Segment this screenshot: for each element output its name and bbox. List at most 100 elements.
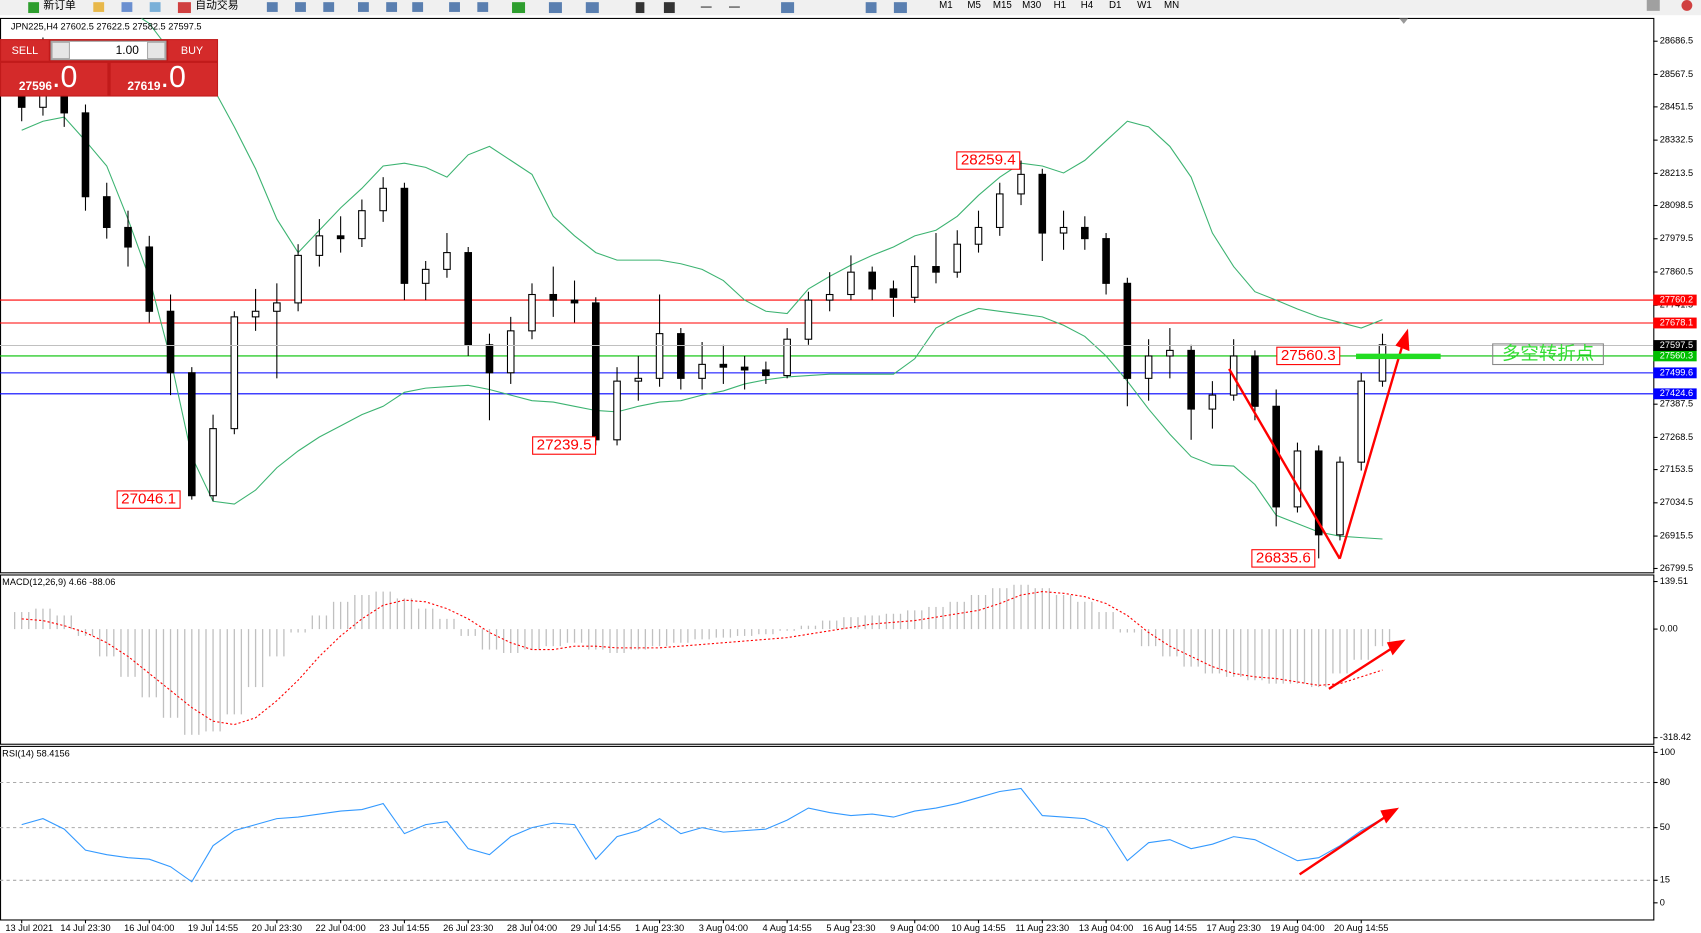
macd-bar bbox=[616, 629, 618, 653]
candle-body bbox=[336, 235, 345, 240]
candle-body bbox=[1336, 461, 1344, 536]
icon[interactable] bbox=[412, 2, 424, 12]
macd-bar bbox=[935, 606, 937, 630]
macd-bar bbox=[1332, 629, 1334, 674]
timeframe-button[interactable]: H4 bbox=[1081, 0, 1094, 11]
macd-bar bbox=[35, 608, 37, 630]
icon[interactable] bbox=[663, 2, 675, 14]
icon[interactable] bbox=[635, 2, 645, 14]
timeframe-button[interactable]: M5 bbox=[967, 0, 981, 11]
buy-button[interactable] bbox=[168, 40, 217, 61]
icon[interactable] bbox=[295, 2, 306, 12]
icon[interactable] bbox=[781, 2, 795, 14]
macd-bar bbox=[70, 615, 72, 630]
macd-bar bbox=[354, 595, 356, 630]
icon[interactable] bbox=[865, 2, 877, 14]
icon[interactable] bbox=[357, 2, 369, 12]
candle-body bbox=[1123, 282, 1132, 379]
macd-bar bbox=[736, 629, 739, 636]
timeframe-button[interactable]: H1 bbox=[1054, 0, 1066, 11]
candle-body bbox=[995, 193, 1004, 228]
macd-bar bbox=[1162, 629, 1164, 657]
timeframe-button[interactable]: M15 bbox=[993, 0, 1013, 11]
macd-bar bbox=[1204, 629, 1206, 674]
macd-bar bbox=[807, 625, 810, 630]
timeframe-button[interactable]: M1 bbox=[939, 0, 953, 11]
icon[interactable] bbox=[729, 6, 740, 8]
macd-bar bbox=[1325, 629, 1327, 688]
candle-body bbox=[1272, 405, 1280, 508]
icon[interactable] bbox=[1646, 0, 1660, 11]
icon[interactable] bbox=[893, 2, 907, 14]
timeframe-button[interactable]: MN bbox=[1164, 0, 1179, 11]
level-tag bbox=[1653, 294, 1697, 306]
lot-up[interactable] bbox=[146, 41, 166, 60]
icon[interactable] bbox=[449, 2, 460, 12]
lot-value[interactable]: 1.00 bbox=[116, 43, 140, 57]
price-annotation: 27239.5 bbox=[537, 437, 592, 454]
candle-body bbox=[358, 210, 366, 240]
level-tag-label: 27424.6 bbox=[1660, 388, 1693, 398]
arrow-line bbox=[1338, 340, 1405, 560]
macd-bar bbox=[694, 629, 696, 640]
icon[interactable] bbox=[323, 2, 335, 12]
lot-down[interactable] bbox=[51, 41, 70, 60]
axes: 28686.5 28567.5 28451.5 28332.5 28213.5 28098… bbox=[5, 36, 1697, 933]
lot-input[interactable] bbox=[50, 40, 167, 61]
icon[interactable] bbox=[386, 2, 398, 12]
toolbar bbox=[0, 0, 1701, 16]
macd-bar bbox=[1027, 584, 1029, 630]
close-icon[interactable] bbox=[1681, 0, 1693, 11]
x-tick-label: 13 Aug 04:00 bbox=[1079, 923, 1133, 933]
macd-bar bbox=[1346, 629, 1348, 674]
buy-price-box[interactable] bbox=[110, 62, 217, 96]
x-tick-label: 14 Jul 23:30 bbox=[60, 923, 110, 933]
x-tick-label: 1 Aug 23:30 bbox=[635, 923, 684, 933]
icon[interactable] bbox=[149, 2, 161, 12]
macd-bar bbox=[1119, 629, 1121, 633]
x-tick-label: 9 Aug 04:00 bbox=[890, 923, 939, 933]
candle-body bbox=[655, 333, 664, 379]
icon[interactable] bbox=[700, 6, 712, 8]
icon[interactable] bbox=[585, 2, 599, 14]
candle-body bbox=[1293, 450, 1302, 508]
sell-button[interactable] bbox=[1, 40, 49, 61]
macd-bar bbox=[184, 629, 186, 735]
macd-bar bbox=[630, 629, 632, 650]
macd-bar bbox=[545, 629, 547, 647]
auto-trading-icon[interactable] bbox=[177, 2, 191, 14]
candle-body bbox=[464, 252, 473, 346]
icon[interactable] bbox=[512, 2, 526, 14]
trade-panel: SELL 1.00 BUY 27596 .0 27619 .0 bbox=[0, 39, 219, 97]
icon[interactable] bbox=[93, 2, 105, 12]
buy-label[interactable]: BUY bbox=[181, 45, 203, 57]
new-order-button[interactable]: 新订单 bbox=[43, 0, 76, 11]
macd-bar bbox=[127, 629, 129, 677]
x-tick-label: 3 Aug 04:00 bbox=[699, 923, 748, 933]
sell-label[interactable]: SELL bbox=[12, 45, 38, 57]
icon[interactable] bbox=[477, 2, 489, 12]
macd-bar bbox=[892, 613, 895, 630]
price-annotation: 26835.6 bbox=[1256, 549, 1311, 566]
x-tick-label: 11 Aug 23:30 bbox=[1015, 923, 1069, 933]
icon[interactable] bbox=[121, 2, 133, 12]
icon[interactable] bbox=[266, 2, 278, 12]
macd-bar bbox=[382, 591, 384, 630]
sell-price-box[interactable] bbox=[1, 62, 108, 96]
new-order-icon[interactable] bbox=[28, 2, 40, 14]
auto-trading-button[interactable]: 自动交易 bbox=[195, 0, 238, 11]
candle-body bbox=[1357, 380, 1366, 463]
macd-bar bbox=[701, 629, 703, 640]
timeframe-button[interactable]: D1 bbox=[1109, 0, 1121, 11]
macd-bar bbox=[942, 606, 944, 630]
macd-bar bbox=[269, 629, 271, 657]
macd-bar bbox=[1190, 629, 1192, 667]
macd-bar bbox=[488, 629, 491, 650]
x-tick-label: 10 Aug 14:55 bbox=[951, 923, 1005, 933]
icon[interactable] bbox=[548, 2, 562, 14]
macd-bar bbox=[148, 629, 150, 698]
timeframe-button[interactable]: W1 bbox=[1137, 0, 1152, 11]
timeframe-button[interactable]: M30 bbox=[1022, 0, 1042, 11]
candle-body bbox=[187, 372, 196, 497]
